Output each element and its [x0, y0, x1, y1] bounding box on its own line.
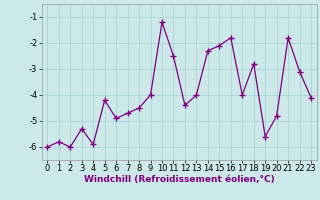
- X-axis label: Windchill (Refroidissement éolien,°C): Windchill (Refroidissement éolien,°C): [84, 175, 275, 184]
